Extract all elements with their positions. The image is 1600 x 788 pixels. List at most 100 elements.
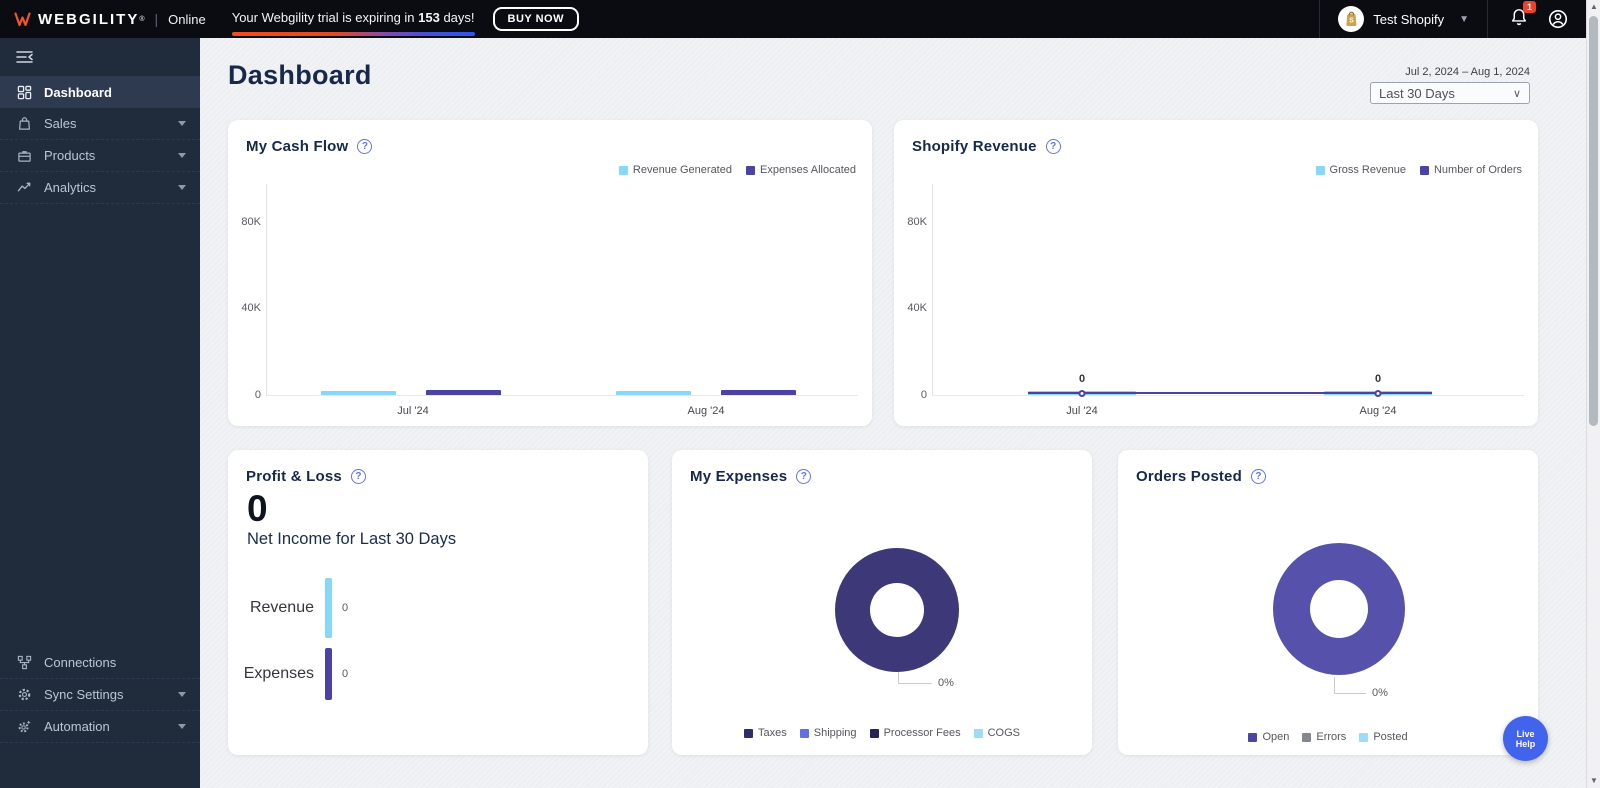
sidebar-item-label: Analytics <box>44 180 97 195</box>
pl-revenue-bar <box>325 578 332 638</box>
pl-expenses-value: 0 <box>342 668 349 680</box>
orders-posted-legend: Open Errors Posted <box>1118 731 1538 743</box>
x-axis-label: Aug '24 <box>1359 405 1397 417</box>
bell-icon <box>1511 8 1527 25</box>
orders-callout-value: 0% <box>1372 687 1388 699</box>
cash-flow-bar <box>426 390 501 395</box>
main-content: Dashboard Jul 2, 2024 – Aug 1, 2024 Last… <box>200 38 1586 788</box>
brand-registered: ® <box>139 15 145 23</box>
legend-label: Processor Fees <box>883 727 961 739</box>
x-axis-label: Aug '24 <box>687 405 725 417</box>
date-range-select[interactable]: Last 30 Days ∨ <box>1370 82 1530 104</box>
scrollbar-up-arrow[interactable]: ▲ <box>1590 2 1598 11</box>
sidebar-item-analytics[interactable]: Analytics <box>0 172 200 204</box>
cash-flow-bar <box>321 390 396 395</box>
legend-swatch <box>869 728 879 738</box>
legend-swatch <box>973 728 983 738</box>
sidebar-item-products[interactable]: Products <box>0 140 200 172</box>
profile-button[interactable] <box>1548 9 1568 29</box>
y-axis-tick-label: 0 <box>254 389 261 401</box>
chevron-down-icon: ▼ <box>1459 13 1469 25</box>
y-axis-tick-label: 40K <box>907 302 927 315</box>
notifications-button[interactable]: 1 <box>1510 0 1536 31</box>
shopify-revenue-legend: Gross Revenue Number of Orders <box>1315 164 1522 176</box>
dashboard-icon <box>16 84 32 100</box>
expenses-callout-value: 0% <box>938 677 954 689</box>
help-icon[interactable]: ? <box>1250 469 1266 484</box>
help-icon[interactable]: ? <box>357 139 373 154</box>
topbar-divider <box>1319 0 1321 38</box>
chevron-down-icon: ∨ <box>1512 87 1521 100</box>
callout-line <box>1334 693 1366 694</box>
legend-swatch <box>745 165 755 175</box>
scrollbar[interactable]: ▲ ▼ <box>1586 0 1600 788</box>
sidebar-item-label: Dashboard <box>44 84 112 100</box>
help-icon[interactable]: ? <box>1045 139 1061 154</box>
sidebar-item-label: Connections <box>44 655 117 670</box>
sidebar-item-label: Automation <box>44 719 110 734</box>
legend-item: Revenue Generated <box>618 164 732 176</box>
sidebar-item-sync-settings[interactable]: Sync Settings <box>0 679 200 711</box>
net-income-value: 0 <box>247 488 268 529</box>
pl-revenue-label: Revenue <box>249 599 314 616</box>
help-icon[interactable]: ? <box>350 469 366 484</box>
expenses-donut-hole <box>870 583 924 637</box>
topbar-right: S Test Shopify ▼ 1 <box>1319 0 1586 38</box>
y-axis-tick-label: 80K <box>241 215 261 228</box>
help-icon[interactable]: ? <box>796 469 812 484</box>
svg-text:S: S <box>1349 18 1354 25</box>
card-title: My Cash Flow <box>246 138 349 155</box>
legend-swatch <box>799 728 809 738</box>
scrollbar-thumb[interactable] <box>1589 16 1598 426</box>
sidebar-item-automation[interactable]: Automation <box>0 711 200 743</box>
buy-now-button[interactable]: BUY NOW <box>492 7 579 31</box>
sidebar-item-dashboard[interactable]: Dashboard <box>0 76 200 108</box>
store-name: Test Shopify <box>1373 11 1445 27</box>
trial-message: Your Webgility trial is expiring in 153 … <box>232 10 475 25</box>
card-orders-posted: Orders Posted ? 0% Open Errors Posted <box>1118 450 1538 755</box>
profile-icon <box>1548 9 1568 29</box>
sidebar-item-sales[interactable]: Sales <box>0 108 200 140</box>
orders-donut-hole <box>1310 580 1368 638</box>
date-range-selected-value: Last 30 Days <box>1379 85 1455 101</box>
cash-flow-bar <box>721 390 796 395</box>
legend-item: Gross Revenue <box>1315 164 1406 176</box>
shopify-store-avatar: S <box>1338 6 1365 32</box>
store-switcher[interactable]: S Test Shopify ▼ <box>1320 0 1487 38</box>
sidebar-item-connections[interactable]: Connections <box>0 647 200 679</box>
orders-line-point <box>1078 390 1086 397</box>
orders-line <box>1028 392 1432 394</box>
brand-name: WEBGILITY <box>38 10 140 28</box>
card-my-cash-flow: My Cash Flow ? Revenue Generated Expenses… <box>228 120 872 426</box>
sidebar-item-label: Products <box>44 148 96 163</box>
scrollbar-down-arrow[interactable]: ▼ <box>1590 776 1598 785</box>
live-help-label: Live <box>1516 728 1535 739</box>
orders-point-label: 0 <box>1078 373 1086 385</box>
x-axis-label: Jul '24 <box>1066 405 1098 417</box>
trial-suffix: days! <box>439 10 475 25</box>
topbar: WEBGILITY ® | Online Your Webgility tria… <box>0 0 1586 38</box>
callout-line <box>898 672 899 683</box>
notification-badge: 1 <box>1522 0 1536 13</box>
legend-item: Shipping <box>799 727 857 739</box>
trial-gradient-bar <box>231 32 475 36</box>
orders-line-point <box>1374 390 1382 397</box>
chevron-down-icon <box>178 153 186 158</box>
card-title: Shopify Revenue <box>912 138 1037 155</box>
expenses-legend: Taxes Shipping Processor Fees COGS <box>672 727 1092 739</box>
legend-label: Errors <box>1316 731 1347 743</box>
sidebar-bottom-group: Connections Sync Settings Automation <box>0 647 200 743</box>
sidebar-item-label: Sync Settings <box>44 687 124 702</box>
cash-flow-chart: 0 40K 80K Jul '24 Aug '24 <box>241 184 858 417</box>
webgility-logo-icon <box>14 11 31 27</box>
legend-label: Expenses Allocated <box>759 164 856 176</box>
sidebar-collapse-button[interactable] <box>0 38 200 76</box>
y-axis-tick-label: 40K <box>241 302 261 315</box>
live-help-button[interactable]: Live Help <box>1503 716 1548 761</box>
legend-label: Gross Revenue <box>1329 164 1406 176</box>
shopify-revenue-chart: 0 40K 80K 0 0 Jul '24 Aug '24 <box>907 184 1524 417</box>
legend-label: Number of Orders <box>1433 164 1522 176</box>
legend-swatch <box>1359 732 1369 742</box>
chevron-down-icon <box>178 724 186 729</box>
legend-item: Number of Orders <box>1419 164 1522 176</box>
